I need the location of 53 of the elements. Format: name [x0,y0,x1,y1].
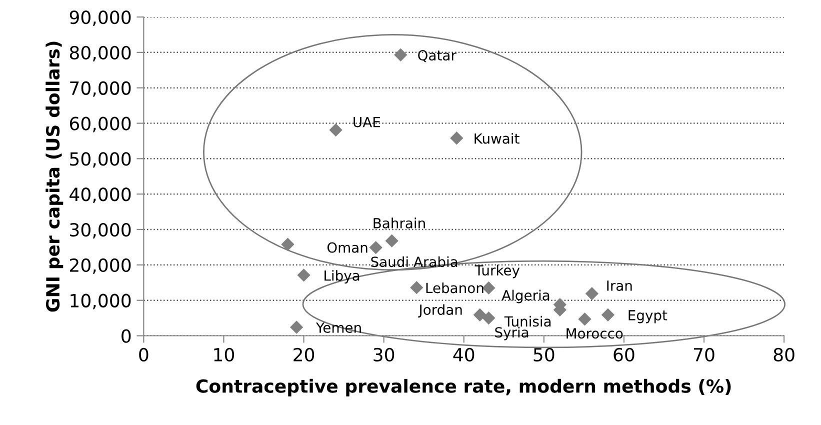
annotation: Oman [327,242,368,253]
point [329,123,342,137]
x-tick-label: 0 [139,348,148,362]
point [482,281,496,295]
y-tick-label: 90,000 [70,10,131,26]
annotation: UAE [354,116,380,128]
y-tick-label: 50,000 [70,152,131,168]
y-tick-label: 70,000 [70,81,131,97]
point [578,312,592,326]
point [369,240,382,254]
y-tick-label: 40,000 [70,188,131,204]
y-tick-label: 20,000 [70,258,131,274]
annotation: Lebanon [426,282,484,294]
annotation: Kuwait [474,133,520,144]
x-tick-label: 40 [453,348,474,362]
annotation: Jordan [418,304,462,318]
x-tick-label: 80 [774,348,794,362]
point [297,268,310,282]
annotation: Algeria [502,290,550,304]
y-tick-label: 0 [122,329,131,343]
point [585,287,599,300]
annotation: Qatar [418,50,456,62]
point [410,280,424,294]
annotation: Yemen [316,322,361,333]
annotation: Morocco [566,328,623,339]
point [601,308,615,322]
x-tick-label: 60 [614,348,634,362]
annotation: Turkey [474,264,520,278]
point [473,308,486,322]
point [450,132,464,145]
y-axis-title: GNI per capita (US dollars) [46,42,64,312]
point [385,234,398,248]
annotation: Saudi Arabia [371,256,458,268]
x-tick-label: 30 [374,348,394,362]
x-tick-label: 70 [694,348,714,362]
annotation: Bahrain [374,218,425,228]
y-tick-label: 80,000 [70,46,131,62]
annotation: Syria [495,326,528,340]
point [394,48,408,62]
annotation: Tunisia [504,316,551,327]
point [482,311,496,325]
annotation: Iran [607,280,632,291]
annotation: Egypt [628,310,668,324]
y-tick-label: 30,000 [70,222,131,238]
annotation: Libya [324,270,360,284]
y-tick-label: 10,000 [70,294,131,310]
point [290,320,304,334]
y-tick-label: 60,000 [70,116,131,132]
x-tick-label: 10 [214,348,234,362]
x-tick-label: 50 [534,348,554,362]
point [281,238,294,251]
x-axis-title: Contraceptive prevalence rate, modern methods (%) [196,378,731,396]
x-tick-label: 20 [294,348,314,362]
